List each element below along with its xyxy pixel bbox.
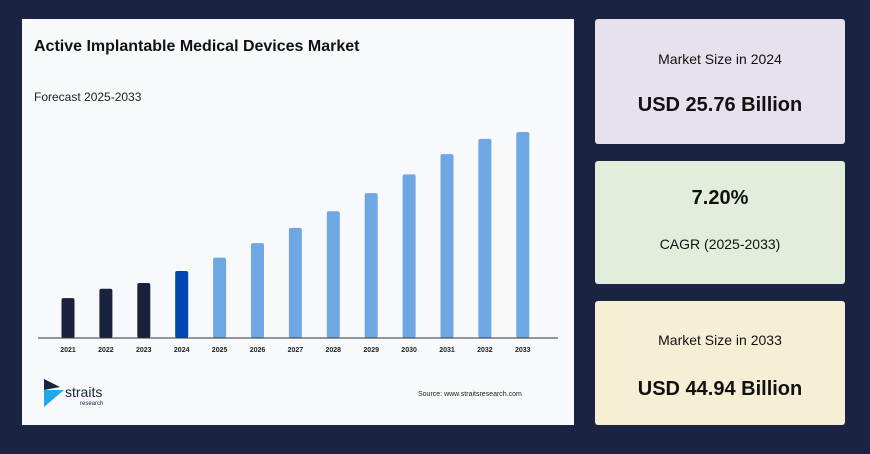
source-text: Source: www.straitsresearch.com [418, 391, 522, 398]
bar-chart: 2021 2022 2023 2024 2025 2026 2027 2028 2029 2030… [38, 132, 558, 354]
bar-2032 [478, 138, 492, 338]
chart-subtitle: Forecast 2025-2033 [34, 90, 142, 104]
x-tick-label: 2021 [60, 347, 76, 354]
x-tick-label: 2027 [288, 347, 304, 354]
card-value: 7.20% [691, 187, 749, 209]
x-tick-label: 2029 [363, 347, 379, 354]
bar-2021 [61, 298, 75, 338]
bar-2029 [364, 193, 378, 338]
bar-2027 [288, 227, 302, 338]
x-tick-label: 2033 [515, 347, 531, 354]
bar-2030 [402, 174, 416, 338]
bar-2024 [175, 270, 189, 338]
card-value: USD 25.76 Billion [637, 94, 803, 116]
x-tick-label: 2026 [250, 347, 266, 354]
bar-2025 [213, 257, 227, 338]
bar-2026 [251, 243, 264, 338]
x-tick-label: 2028 [326, 347, 342, 354]
x-tick-label: 2025 [212, 347, 228, 354]
chart-panel: 2021 2022 2023 2024 2025 2026 2027 2028 2029 2030… [22, 19, 574, 425]
card-cagr: 7.20% CAGR (2025-2033) [595, 161, 845, 284]
x-tick-label: 2030 [401, 347, 417, 354]
bar-2031 [440, 154, 454, 338]
bar-2023 [137, 282, 151, 338]
card-label: CAGR (2025-2033) [659, 236, 781, 252]
bar-2033 [516, 132, 530, 338]
x-tick-label: 2032 [477, 347, 493, 354]
card-label: Market Size in 2024 [658, 51, 782, 67]
bar-2028 [326, 211, 340, 338]
x-tick-label: 2031 [439, 347, 455, 354]
card-market-size-2024: Market Size in 2024 USD 25.76 Billion [595, 19, 845, 144]
bar-2022 [99, 288, 113, 338]
svg-text:straits: straits [65, 384, 102, 400]
x-tick-label: 2022 [98, 347, 114, 354]
x-tick-label: 2024 [174, 347, 190, 354]
straits-logo: straits research [44, 379, 114, 414]
svg-text:research: research [80, 401, 103, 407]
chart-title: Active Implantable Medical Devices Marke… [34, 38, 360, 55]
card-market-size-2033: Market Size in 2033 USD 44.94 Billion [595, 301, 845, 425]
x-tick-label: 2023 [136, 347, 152, 354]
card-value: USD 44.94 Billion [637, 378, 803, 400]
card-label: Market Size in 2033 [658, 332, 782, 348]
